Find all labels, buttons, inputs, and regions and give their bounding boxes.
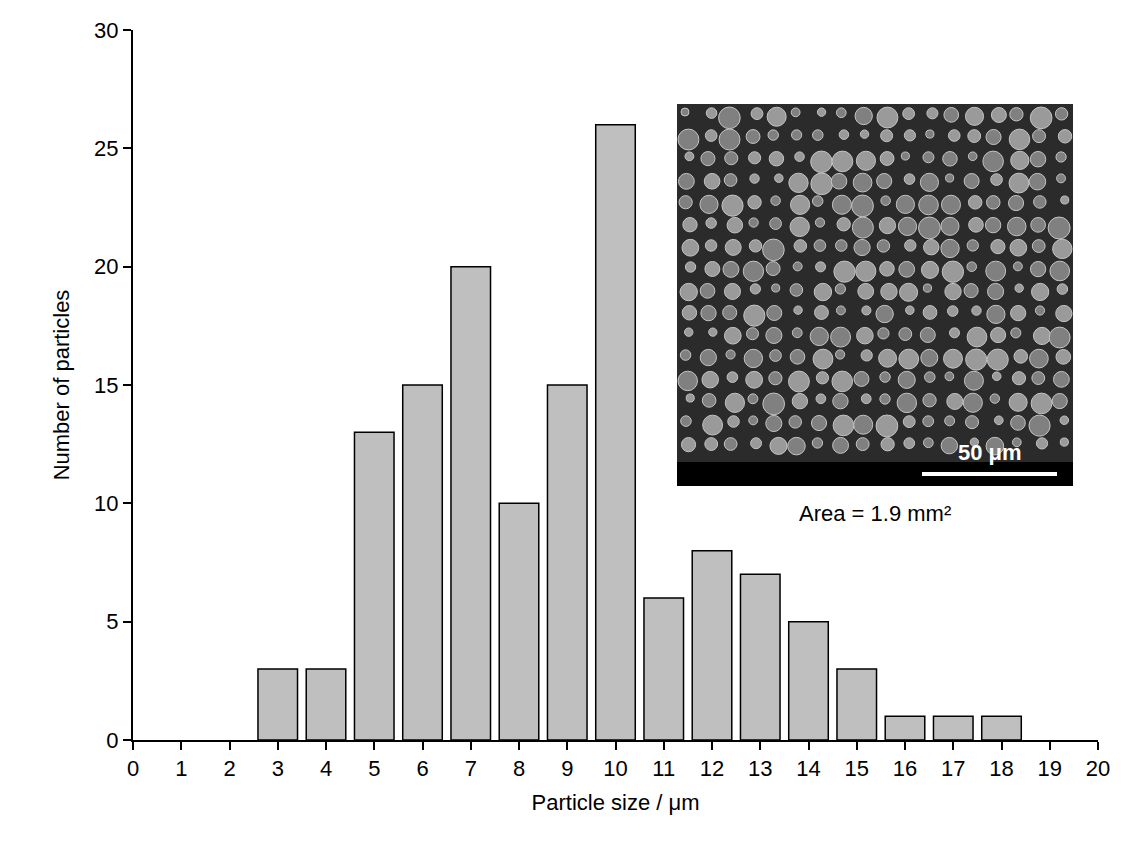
svg-text:2: 2 xyxy=(223,756,235,781)
svg-text:3: 3 xyxy=(272,756,284,781)
svg-text:5: 5 xyxy=(106,609,118,634)
svg-text:10: 10 xyxy=(603,756,627,781)
svg-text:11: 11 xyxy=(652,756,675,781)
svg-text:30: 30 xyxy=(94,18,118,43)
svg-text:9: 9 xyxy=(561,756,573,781)
svg-text:14: 14 xyxy=(796,756,820,781)
svg-text:Number of particles: Number of particles xyxy=(49,290,74,481)
svg-text:1: 1 xyxy=(175,756,187,781)
svg-text:19: 19 xyxy=(1038,756,1062,781)
svg-text:10: 10 xyxy=(94,491,118,516)
svg-text:25: 25 xyxy=(94,136,118,161)
svg-text:0: 0 xyxy=(127,756,139,781)
svg-text:16: 16 xyxy=(893,756,917,781)
svg-text:50 μm: 50 μm xyxy=(958,440,1022,465)
svg-text:17: 17 xyxy=(941,756,965,781)
svg-text:12: 12 xyxy=(700,756,724,781)
svg-text:Area = 1.9 mm²: Area = 1.9 mm² xyxy=(799,501,951,526)
svg-text:18: 18 xyxy=(989,756,1013,781)
svg-text:8: 8 xyxy=(513,756,525,781)
svg-text:4: 4 xyxy=(320,756,332,781)
svg-text:13: 13 xyxy=(748,756,772,781)
svg-text:7: 7 xyxy=(465,756,477,781)
svg-text:0: 0 xyxy=(106,728,118,753)
svg-text:20: 20 xyxy=(94,254,118,279)
svg-text:15: 15 xyxy=(845,756,869,781)
svg-text:5: 5 xyxy=(368,756,380,781)
svg-text:15: 15 xyxy=(94,373,118,398)
svg-text:6: 6 xyxy=(416,756,428,781)
svg-text:Particle size / μm: Particle size / μm xyxy=(532,790,700,815)
svg-text:20: 20 xyxy=(1086,756,1110,781)
